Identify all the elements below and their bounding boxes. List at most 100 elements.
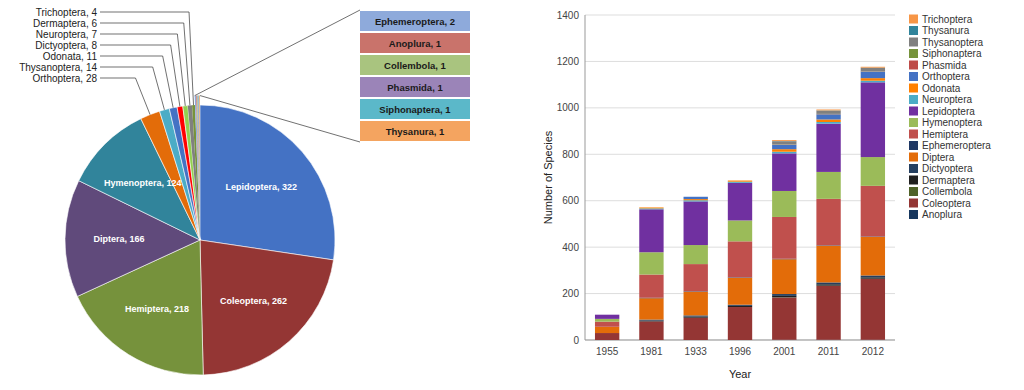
slice-label: Anoplura, 1 bbox=[389, 38, 442, 49]
bar-segment bbox=[861, 66, 885, 68]
legend-swatch bbox=[909, 49, 918, 58]
expand-box-cell bbox=[360, 33, 470, 53]
slice-label: Hemiptera, 218 bbox=[125, 304, 189, 314]
y-tick-label: 1400 bbox=[557, 10, 580, 21]
bar-segment bbox=[639, 207, 663, 209]
bar-segment bbox=[595, 322, 619, 327]
bar-segment bbox=[861, 72, 885, 79]
bar-segment bbox=[595, 314, 619, 315]
bar-segment bbox=[595, 314, 619, 315]
bar-segment bbox=[772, 298, 796, 340]
slice-label: Neuroptera, 7 bbox=[36, 29, 98, 40]
bar-segment bbox=[684, 317, 708, 318]
bar-segment bbox=[728, 180, 752, 181]
legend-swatch bbox=[909, 164, 918, 173]
bar-segment bbox=[772, 152, 796, 154]
bar-segment bbox=[861, 277, 885, 278]
x-tick-label: 2012 bbox=[862, 346, 885, 357]
bar-segment bbox=[861, 237, 885, 276]
legend-swatch bbox=[909, 118, 918, 127]
bar-segment bbox=[861, 81, 885, 83]
bar-segment bbox=[595, 314, 619, 315]
legend-label: Hymenoptera bbox=[922, 117, 982, 128]
bar-segment bbox=[684, 245, 708, 264]
bar-segment bbox=[595, 314, 619, 315]
bar-segment bbox=[639, 209, 663, 252]
legend-swatch bbox=[909, 95, 918, 104]
legend-label: Odonata bbox=[922, 83, 961, 94]
bar-segment bbox=[684, 200, 708, 201]
pie-slice bbox=[199, 96, 201, 231]
bar-segment bbox=[684, 196, 708, 197]
y-tick-label: 1000 bbox=[557, 102, 580, 113]
slice-label: Odonata, 11 bbox=[43, 51, 98, 62]
slice-label: Collembola, 1 bbox=[384, 60, 446, 71]
bar-segment bbox=[639, 207, 663, 208]
bar-segment bbox=[816, 114, 840, 119]
bar-segment bbox=[595, 314, 619, 315]
slice-label: Diptera, 166 bbox=[93, 234, 144, 244]
bar-segment bbox=[639, 298, 663, 319]
x-tick-label: 1981 bbox=[640, 346, 663, 357]
pie-slice bbox=[198, 96, 200, 231]
slice-label: Trichoptera, 4 bbox=[36, 7, 98, 18]
bar-segment bbox=[728, 305, 752, 306]
bar-segment bbox=[861, 78, 885, 81]
bar-segment bbox=[639, 208, 663, 210]
bar-segment bbox=[816, 109, 840, 111]
bar-segment bbox=[684, 196, 708, 197]
expand-box-cell bbox=[360, 99, 470, 119]
bar-segment bbox=[772, 297, 796, 298]
y-tick-label: 1200 bbox=[557, 56, 580, 67]
bar-segment bbox=[728, 306, 752, 307]
pie-slice bbox=[196, 96, 200, 231]
y-tick-label: 200 bbox=[562, 288, 579, 299]
pie-slice bbox=[198, 96, 199, 231]
bar-segment bbox=[861, 68, 885, 71]
x-tick-label: 1933 bbox=[685, 346, 708, 357]
legend-swatch bbox=[909, 84, 918, 93]
legend-swatch bbox=[909, 153, 918, 162]
bar-segment bbox=[639, 207, 663, 208]
legend-swatch bbox=[909, 72, 918, 81]
bar-segment bbox=[816, 172, 840, 199]
legend-label: Trichoptera bbox=[922, 14, 973, 25]
slice-label: Dictyoptera, 8 bbox=[35, 40, 97, 51]
bar-segment bbox=[816, 246, 840, 283]
bar-segment bbox=[816, 199, 840, 245]
bar-axes: 0200400600800100012001400195519811933199… bbox=[542, 10, 895, 381]
legend: TrichopteraThysanuraThysanopteraSiphonap… bbox=[909, 14, 991, 221]
expand-box-cell bbox=[360, 55, 470, 75]
legend-swatch bbox=[909, 38, 918, 47]
y-axis-label: Number of Species bbox=[542, 130, 554, 224]
x-tick-label: 1996 bbox=[729, 346, 752, 357]
legend-label: Lepidoptera bbox=[922, 106, 975, 117]
legend-label: Anoplura bbox=[922, 209, 962, 220]
bar-segment bbox=[728, 180, 752, 181]
bar-segment bbox=[595, 327, 619, 333]
bar-segment bbox=[861, 278, 885, 279]
grid-line bbox=[585, 154, 895, 155]
pie-slice bbox=[195, 96, 200, 231]
legend-label: Ephemeroptera bbox=[922, 140, 991, 151]
grid-line bbox=[585, 107, 895, 108]
legend-label: Siphonaptera bbox=[922, 48, 982, 59]
bar-segment bbox=[639, 207, 663, 208]
bar-segment bbox=[861, 275, 885, 277]
legend-label: Thysanoptera bbox=[922, 37, 984, 48]
bar-segment bbox=[816, 119, 840, 122]
bar-segment bbox=[772, 145, 796, 149]
bar-segment bbox=[684, 292, 708, 316]
legend-label: Dermaptera bbox=[922, 175, 975, 186]
slice-label: Lepidoptera, 322 bbox=[226, 182, 298, 192]
bar-segment bbox=[728, 183, 752, 221]
slice-label: Orthoptera, 28 bbox=[33, 73, 98, 84]
bar-segment bbox=[772, 141, 796, 142]
bar-segment bbox=[728, 180, 752, 181]
bar-segment bbox=[684, 315, 708, 316]
bar-segment bbox=[728, 180, 752, 181]
legend-label: Hemiptera bbox=[922, 129, 969, 140]
slice-label: Thysanoptera, 14 bbox=[19, 62, 97, 73]
legend-label: Dictyoptera bbox=[922, 163, 973, 174]
bar-segment bbox=[861, 186, 885, 237]
